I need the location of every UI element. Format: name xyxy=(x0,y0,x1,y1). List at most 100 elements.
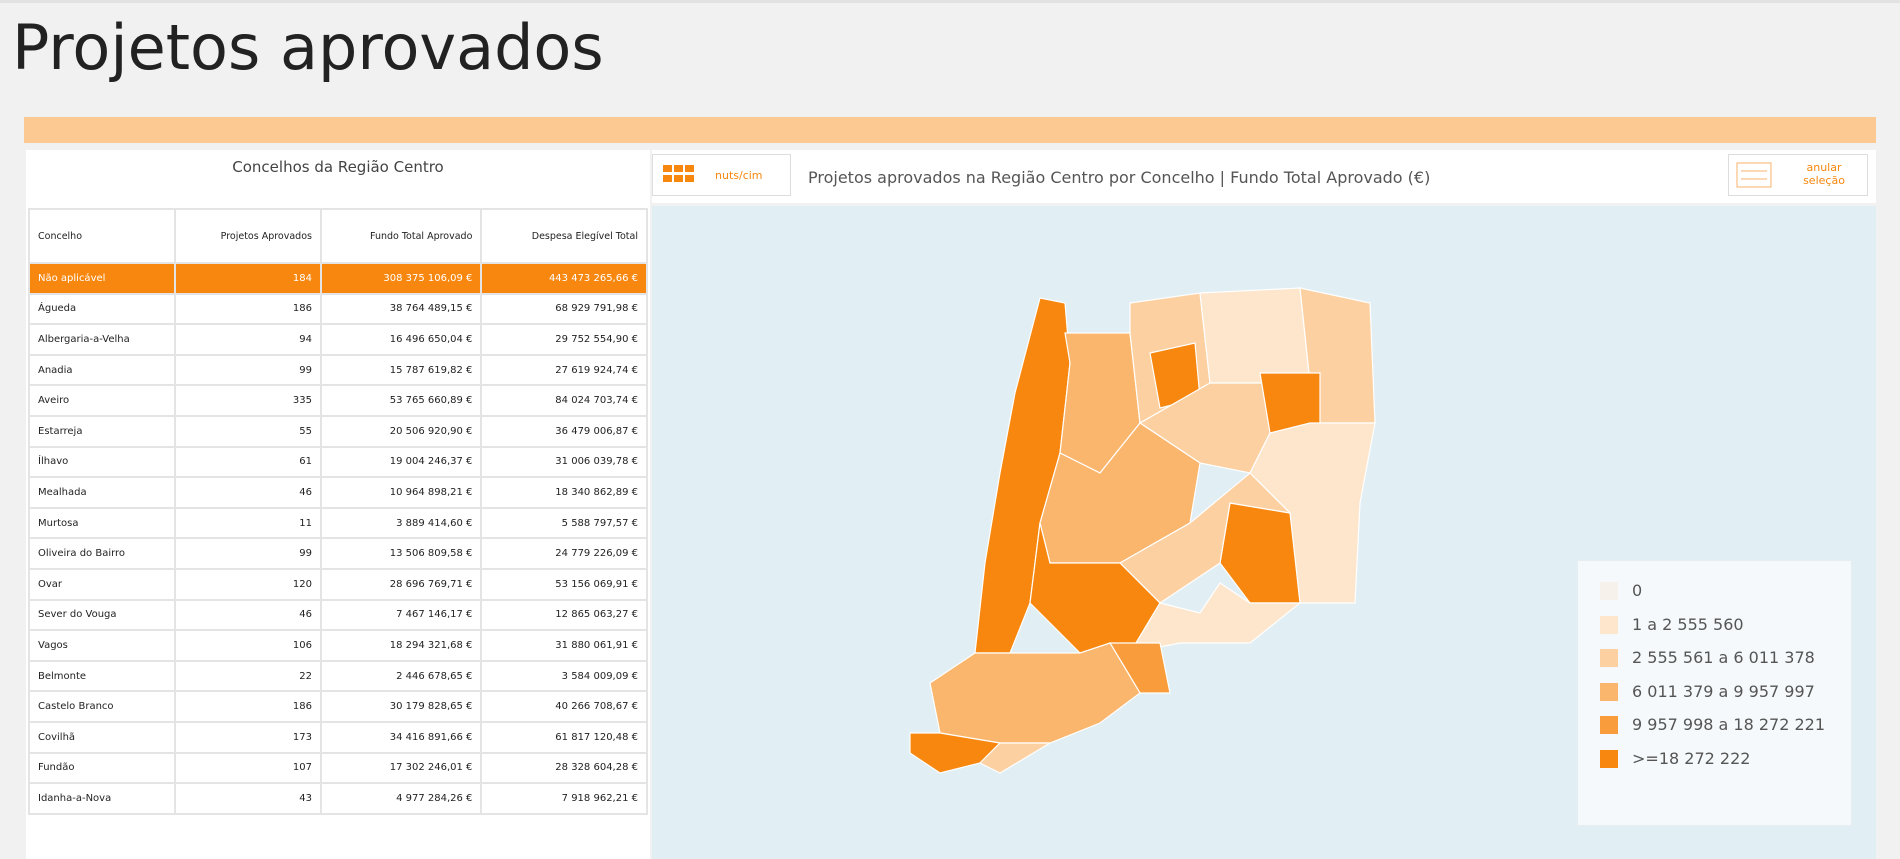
data-table: Concelho Projetos Aprovados Fundo Total Ap… xyxy=(27,208,648,815)
table-cell: 18 294 321,68 € xyxy=(319,629,483,662)
table-row[interactable]: Estarreja 55 20 506 920,90 €36 479 006,87 … xyxy=(27,414,648,448)
table-cell: 2 446 678,65 € xyxy=(319,659,483,693)
table-cell: 28 696 769,71 € xyxy=(319,567,483,601)
table-row[interactable]: Castelo Branco 186 30 179 828,65 €40 266 7… xyxy=(27,690,648,723)
map-title: Projetos aprovados na Região Centro por … xyxy=(808,168,1431,187)
table-cell: 61 817 120,48 € xyxy=(480,720,648,754)
region xyxy=(1128,582,1302,654)
table-panel: Concelhos da Região Centro Concelho Proje… xyxy=(26,150,650,859)
table-cell: Vagos xyxy=(27,629,177,662)
table-cell: 28 328 604,28 € xyxy=(480,751,648,785)
table-cell: 22 xyxy=(174,659,322,693)
table-cell: 84 024 703,74 € xyxy=(480,384,648,417)
legend-swatch xyxy=(1600,682,1618,701)
legend-label: >=18 272 222 xyxy=(1632,748,1751,768)
table-cell: Sever do Vouga xyxy=(27,598,177,632)
table-cell: 31 006 039,78 € xyxy=(480,445,648,479)
table-cell: 30 179 828,65 € xyxy=(319,690,483,723)
table-row[interactable]: Ílhavo 61 19 004 246,37 €31 006 039,78 € xyxy=(27,445,648,479)
table-cell: Mealhada xyxy=(27,476,177,509)
table-cell: 12 865 063,27 € xyxy=(480,598,648,632)
legend-swatch xyxy=(1600,716,1618,734)
table-cell: 3 889 414,60 € xyxy=(319,506,483,540)
legend-label: 0 xyxy=(1632,581,1643,600)
table-cell: 184 xyxy=(174,262,322,295)
table-row[interactable]: Oliveira do Bairro 99 13 506 809,58 €24 77… xyxy=(27,537,648,570)
table-row[interactable]: Vagos 106 18 294 321,68 €31 880 061,91 € xyxy=(27,629,648,662)
table-row[interactable]: Não aplicável 184 308 375 106,09 €443 473 … xyxy=(27,262,648,295)
table-cell: 308 375 106,09 € xyxy=(319,262,483,295)
table-row[interactable]: Murtosa 11 3 889 414,60 €5 588 797,57 € xyxy=(27,506,648,540)
map xyxy=(652,206,1876,859)
table-cell: Aveiro xyxy=(27,384,177,417)
table-cell: 46 xyxy=(174,598,322,632)
table-cell: 99 xyxy=(174,537,322,570)
nuts-button[interactable]: nuts/cim xyxy=(652,154,791,196)
legend-label: 6 011 379 a 9 957 997 xyxy=(1632,681,1815,701)
table-cell: 120 xyxy=(174,567,322,601)
table-cell: 443 473 265,66 € xyxy=(480,262,648,295)
table-cell: 29 752 554,90 € xyxy=(480,323,648,356)
table-cell: 36 479 006,87 € xyxy=(480,414,648,448)
table-cell: 11 xyxy=(174,506,322,540)
region xyxy=(978,742,1053,774)
table-row[interactable]: Águeda 186 38 764 489,15 €68 929 791,98 € xyxy=(27,292,648,326)
legend-label: 1 a 2 555 560 xyxy=(1632,614,1744,634)
table-cell: 13 506 809,58 € xyxy=(319,537,483,570)
table-row[interactable]: Ovar 120 28 696 769,71 €53 156 069,91 € xyxy=(27,567,648,601)
table-cell: 40 266 708,67 € xyxy=(480,690,648,723)
table-cell: 7 918 962,21 € xyxy=(480,782,648,815)
table-cell: Fundão xyxy=(27,751,177,785)
clear-button[interactable]: anular seleção xyxy=(1728,154,1868,196)
column-header: Despesa Elegível Total xyxy=(480,208,648,264)
table-cell: 15 787 619,82 € xyxy=(319,353,483,387)
table-cell: Albergaria-a-Velha xyxy=(27,323,177,356)
table-cell: Castelo Branco xyxy=(27,690,177,723)
table-cell: 20 506 920,90 € xyxy=(319,414,483,448)
legend-swatch xyxy=(1600,749,1618,768)
table-cell: 53 765 660,89 € xyxy=(319,384,483,417)
table-cell: 3 584 009,09 € xyxy=(480,659,648,693)
table-cell: 31 880 061,91 € xyxy=(480,629,648,662)
table-cell: 186 xyxy=(174,292,322,326)
table-row[interactable]: Belmonte 22 2 446 678,65 €3 584 009,09 € xyxy=(27,659,648,693)
regions xyxy=(909,287,1376,774)
table-cell: Ílhavo xyxy=(27,445,177,479)
table-row[interactable]: Albergaria-a-Velha 94 16 496 650,04 €29 75… xyxy=(27,323,648,356)
table-row[interactable]: Anadia 99 15 787 619,82 €27 619 924,74 € xyxy=(27,353,648,387)
table-row[interactable]: Idanha-a-Nova 43 4 977 284,26 €7 918 962,2… xyxy=(27,782,648,815)
legend-label: 9 957 998 a 18 272 221 xyxy=(1632,715,1826,734)
page-title: Projetos aprovados xyxy=(12,11,604,84)
table-cell: 173 xyxy=(174,720,322,754)
table-cell: 38 764 489,15 € xyxy=(319,292,483,326)
column-header: Concelho xyxy=(27,208,177,264)
table-cell: 55 xyxy=(174,414,322,448)
table-cell: 7 467 146,17 € xyxy=(319,598,483,632)
map-toolbar: nuts/cim Projetos aprovados na Região Ce… xyxy=(652,150,1876,203)
table-row[interactable]: Fundão 107 17 302 246,01 €28 328 604,28 € xyxy=(27,751,648,785)
table-cell: Não aplicável xyxy=(27,262,177,295)
button-label: nuts/cim xyxy=(715,169,763,182)
table-row[interactable]: Mealhada 46 10 964 898,21 €18 340 862,89 € xyxy=(27,476,648,509)
table-row[interactable]: Covilhã 173 34 416 891,66 €61 817 120,48 € xyxy=(27,720,648,754)
table-cell: 94 xyxy=(174,323,322,356)
table-row[interactable]: Sever do Vouga 46 7 467 146,17 €12 865 063… xyxy=(27,598,648,632)
column-header: Fundo Total Aprovado xyxy=(319,208,483,264)
legend-swatch xyxy=(1600,649,1618,667)
table-cell: 27 619 924,74 € xyxy=(480,353,648,387)
panel-title: Concelhos da Região Centro xyxy=(232,158,444,176)
table-cell: 107 xyxy=(174,751,322,785)
button-label: anular seleção xyxy=(1803,161,1845,187)
region xyxy=(929,642,1141,744)
table-cell: 18 340 862,89 € xyxy=(480,476,648,509)
table-cell: Oliveira do Bairro xyxy=(27,537,177,570)
table-cell: Anadia xyxy=(27,353,177,387)
table-cell: 99 xyxy=(174,353,322,387)
column-header: Projetos Aprovados xyxy=(174,208,322,264)
table-cell: 61 xyxy=(174,445,322,479)
table-row[interactable]: Aveiro 335 53 765 660,89 €84 024 703,74 € xyxy=(27,384,648,417)
table-cell: 46 xyxy=(174,476,322,509)
table-cell: 5 588 797,57 € xyxy=(480,506,648,540)
table-cell: 10 964 898,21 € xyxy=(319,476,483,509)
table-cell: 34 416 891,66 € xyxy=(319,720,483,754)
